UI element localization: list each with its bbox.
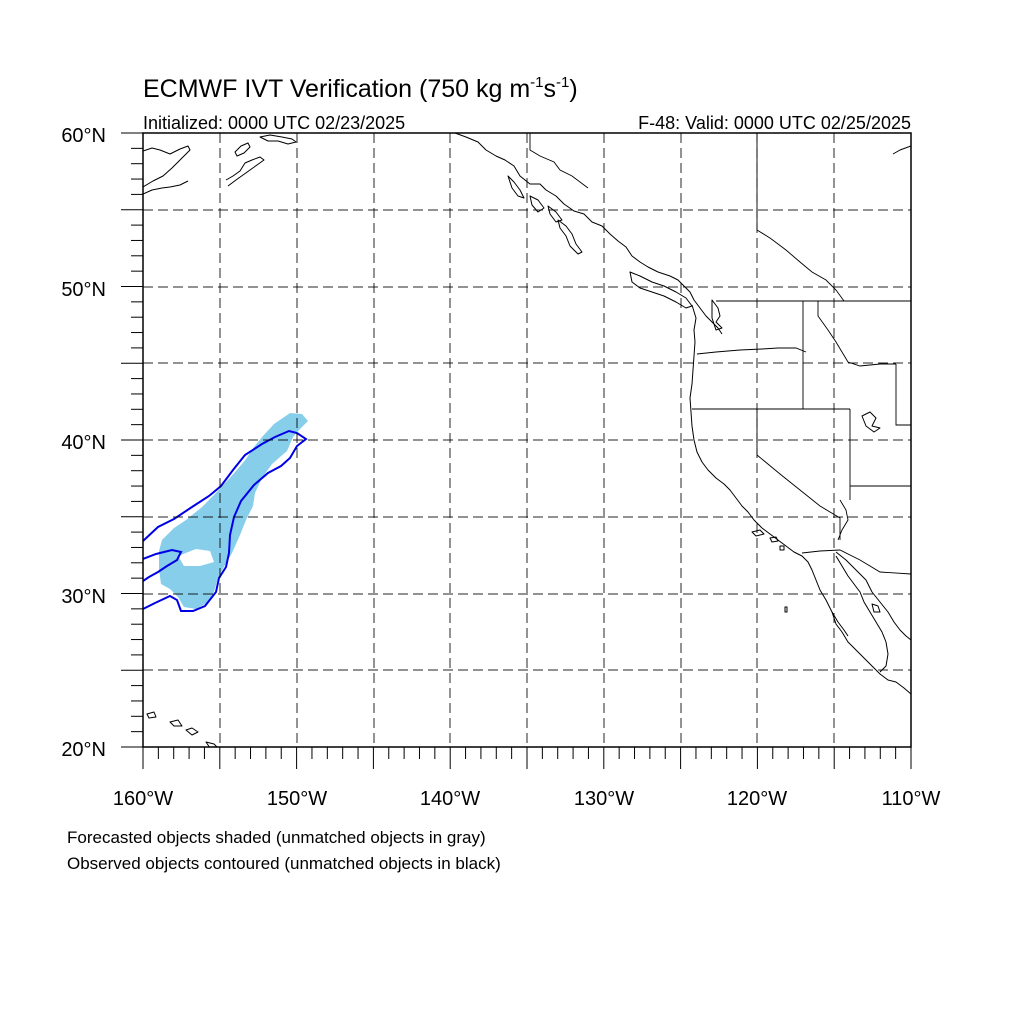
alaska-coast-2 xyxy=(143,180,189,195)
wy-border xyxy=(895,364,911,426)
title-prefix: ECMWF IVT Verification (750 kg m xyxy=(143,75,530,103)
vancouver-island xyxy=(629,271,693,309)
id-mt-border xyxy=(817,301,896,367)
lat-label-50: 50°N xyxy=(61,279,106,301)
az-nm-river xyxy=(837,499,849,541)
haida-gwaii xyxy=(557,219,583,255)
alaska-peninsula xyxy=(225,156,265,187)
tiburon-island xyxy=(871,603,881,613)
lat-label-20: 20°N xyxy=(61,739,106,761)
latitude-labels: 60°N 50°N 40°N 30°N 20°N xyxy=(61,125,106,761)
kodiak-island xyxy=(234,142,251,157)
coastlines xyxy=(143,133,911,747)
lon-label-110: 110°W xyxy=(882,788,941,810)
northeast-coast xyxy=(892,145,911,155)
lon-label-160: 160°W xyxy=(113,788,173,810)
sea-islands xyxy=(507,175,563,223)
puget-sound xyxy=(711,299,723,331)
wa-or-border xyxy=(696,347,807,355)
alaska-coast xyxy=(143,145,191,188)
lon-label-130: 130°W xyxy=(574,788,634,810)
alaska-canada-border xyxy=(529,133,589,189)
observed-ivt-contour-inner xyxy=(143,548,183,582)
lat-lon-grid xyxy=(143,133,911,747)
legend-forecast-note: Forecasted objects shaded (unmatched obj… xyxy=(67,828,486,847)
mainland-mexico-coast xyxy=(835,551,911,641)
title-sup-1: -1 xyxy=(530,74,543,91)
lon-label-120: 120°W xyxy=(727,788,787,810)
map-layers xyxy=(143,133,911,747)
bc-coast xyxy=(454,133,723,335)
us-mexico-border xyxy=(801,549,911,575)
baja-west xyxy=(831,611,911,695)
ca-nv-border xyxy=(756,409,841,540)
political-borders xyxy=(529,133,911,575)
lon-label-140: 140°W xyxy=(420,788,480,810)
axis-ticks xyxy=(121,132,912,769)
title-suffix: ) xyxy=(569,75,577,103)
observed-ivt-contour-outer xyxy=(143,429,308,612)
lat-label-40: 40°N xyxy=(61,432,106,454)
title-mid: s xyxy=(544,75,557,103)
hawaii-islands xyxy=(146,711,218,747)
lat-label-60: 60°N xyxy=(61,125,106,147)
baja-east xyxy=(835,555,889,673)
valid-label: F-48: Valid: 0000 UTC 02/25/2025 xyxy=(638,113,911,133)
title-sup-2: -1 xyxy=(556,74,569,91)
forecast-ivt-object xyxy=(159,413,308,609)
alaska-coast-3 xyxy=(259,134,297,145)
guadalupe-island xyxy=(784,606,788,613)
lon-label-150: 150°W xyxy=(267,788,327,810)
longitude-labels: 160°W 150°W 140°W 130°W 120°W 110°W xyxy=(113,788,941,810)
us-west-coast xyxy=(689,304,849,637)
initialized-label: Initialized: 0000 UTC 02/23/2025 xyxy=(143,113,405,133)
bc-alberta-border xyxy=(756,133,845,302)
map-title: ECMWF IVT Verification (750 kg m-1s-1) xyxy=(143,74,578,103)
lat-label-30: 30°N xyxy=(61,586,106,608)
legend-observed-note: Observed objects contoured (unmatched ob… xyxy=(67,854,501,873)
great-salt-lake xyxy=(861,411,881,433)
